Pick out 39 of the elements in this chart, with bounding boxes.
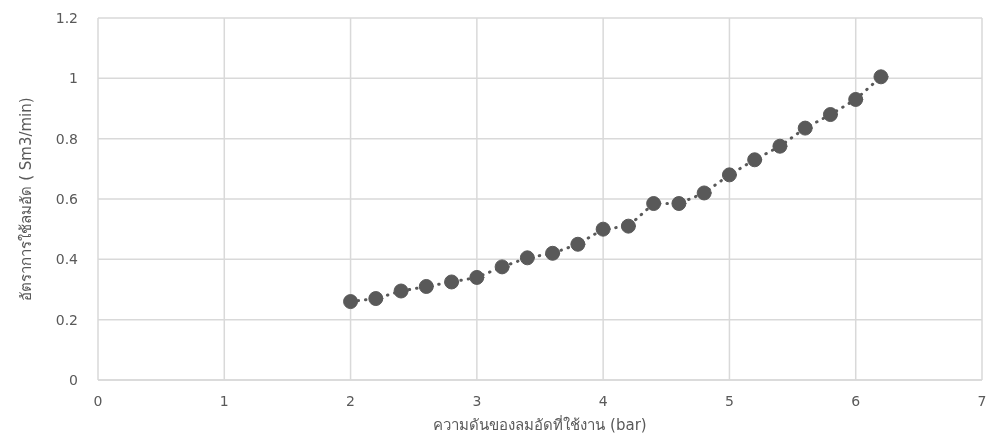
- y-tick-label: 1: [69, 70, 78, 87]
- x-tick-label: 2: [346, 392, 356, 409]
- point: [747, 152, 763, 168]
- point: [671, 196, 687, 212]
- x-tick-label: 0: [93, 392, 103, 409]
- x-tick-label: 7: [977, 392, 987, 409]
- y-tick-label: 0.8: [55, 130, 78, 147]
- point: [469, 269, 485, 285]
- y-tick-label: 0.2: [55, 311, 78, 328]
- point: [822, 107, 838, 123]
- point: [519, 250, 535, 266]
- y-tick-label: 0.6: [55, 190, 79, 207]
- y-tick-label: 0: [69, 371, 78, 388]
- point: [545, 245, 561, 261]
- point: [368, 291, 384, 307]
- point: [444, 274, 460, 290]
- point: [797, 120, 813, 136]
- point: [418, 278, 434, 294]
- point: [494, 259, 510, 275]
- y-tick-label: 1.2: [55, 9, 78, 26]
- point: [620, 218, 636, 234]
- x-tick-label: 6: [851, 392, 861, 409]
- y-tick-label: 0.4: [55, 251, 79, 268]
- x-tick-label: 5: [724, 392, 734, 409]
- point: [873, 69, 889, 85]
- x-axis-title: ความดันของลมอัดที่ใช้งาน (bar): [433, 414, 647, 434]
- point: [343, 294, 359, 310]
- point: [772, 138, 788, 154]
- point: [393, 283, 409, 299]
- point: [646, 196, 662, 212]
- x-tick-label: 1: [219, 392, 229, 409]
- x-tick-label: 4: [598, 392, 608, 409]
- point: [595, 221, 611, 237]
- y-axis-title: อัตราการใช้ลมอัด ( Sm3/min): [17, 97, 36, 301]
- point: [721, 167, 737, 183]
- x-tick-label: 3: [472, 392, 482, 409]
- point: [848, 91, 864, 107]
- point: [696, 185, 712, 201]
- point: [570, 236, 586, 252]
